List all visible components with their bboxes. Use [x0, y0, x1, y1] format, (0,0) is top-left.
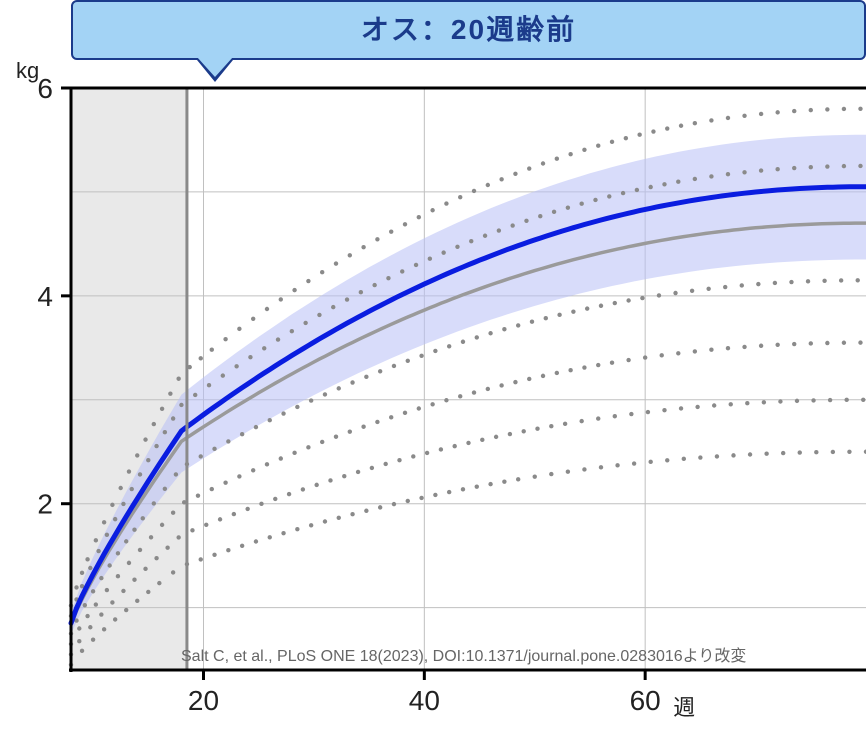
svg-text:6: 6 — [37, 73, 53, 104]
citation-text: Salt C, et al., PLoS ONE 18(2023), DOI:1… — [181, 642, 746, 666]
svg-text:20: 20 — [188, 685, 219, 716]
svg-text:60: 60 — [630, 685, 661, 716]
svg-text:40: 40 — [409, 685, 440, 716]
svg-text:2: 2 — [37, 489, 53, 520]
svg-text:4: 4 — [37, 281, 53, 312]
growth-chart: 2 4 6 20 40 60 — [0, 0, 866, 752]
x-axis-unit-label: 週 — [673, 690, 695, 722]
